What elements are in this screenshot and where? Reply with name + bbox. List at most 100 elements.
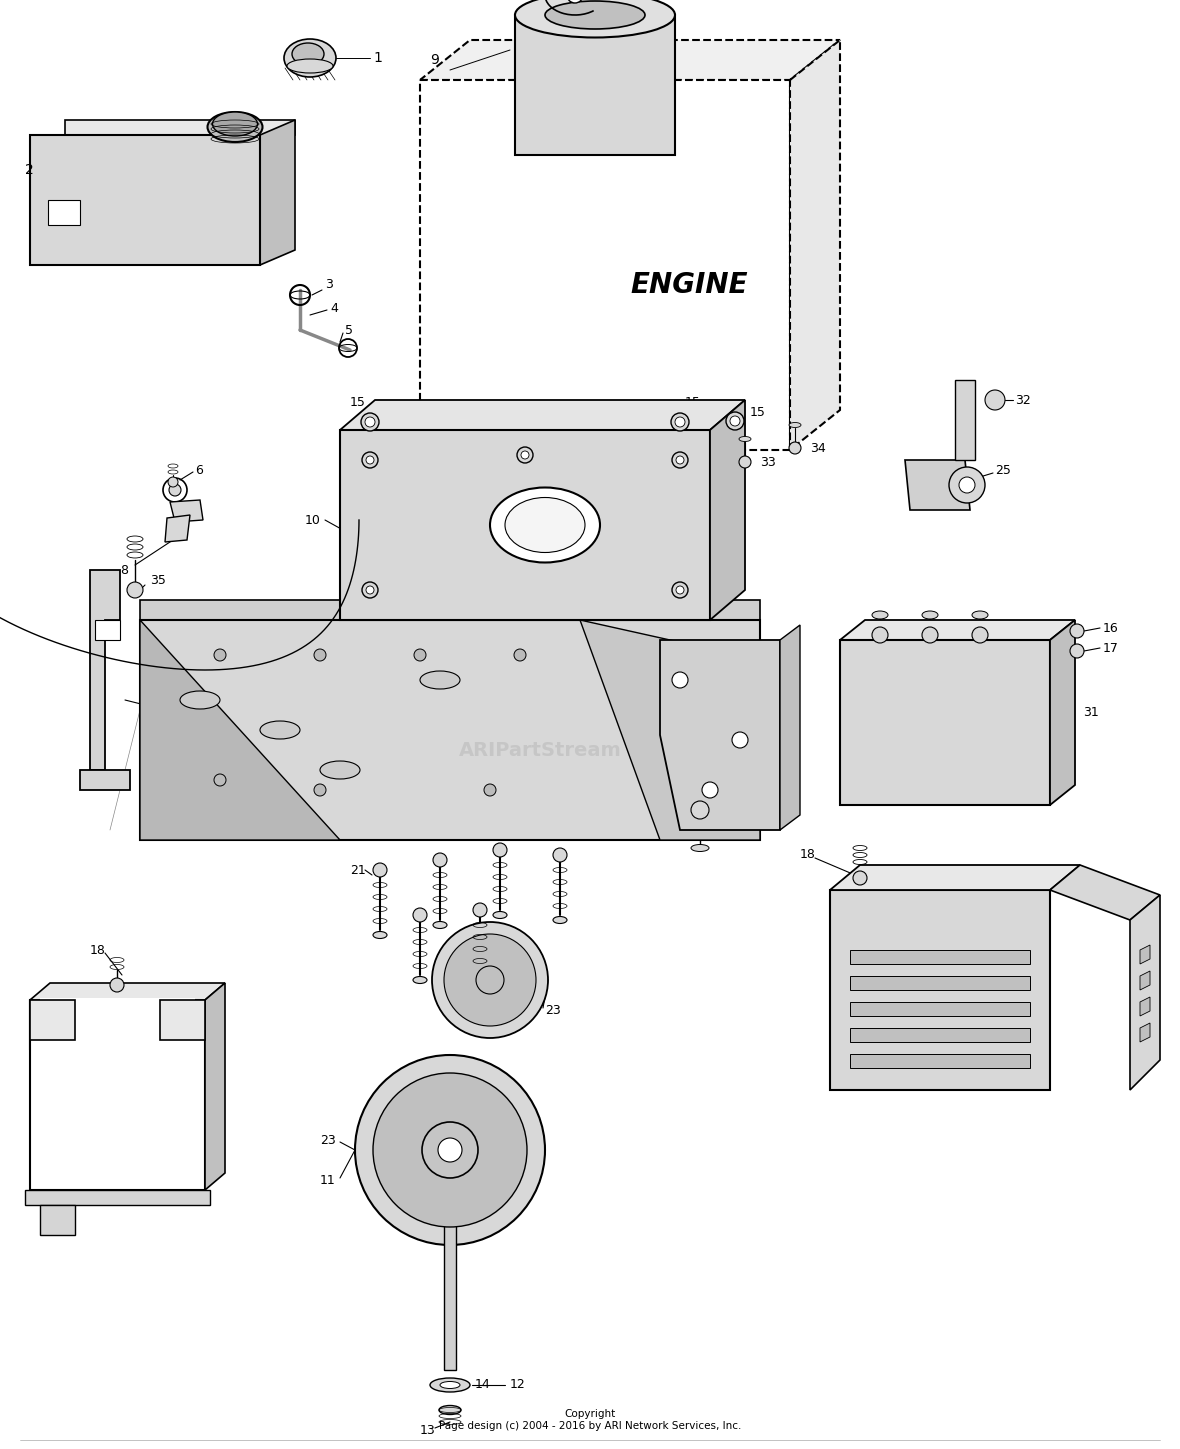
Ellipse shape — [553, 917, 568, 923]
Polygon shape — [955, 380, 975, 459]
Polygon shape — [48, 200, 80, 225]
Text: 17: 17 — [1103, 642, 1119, 655]
Ellipse shape — [505, 497, 585, 552]
Text: 25: 25 — [995, 464, 1011, 477]
Circle shape — [432, 922, 548, 1037]
Circle shape — [853, 871, 867, 885]
Circle shape — [691, 801, 709, 819]
Text: 18: 18 — [90, 943, 106, 956]
Polygon shape — [140, 600, 760, 620]
Ellipse shape — [430, 1378, 470, 1392]
Text: 24: 24 — [90, 1098, 106, 1111]
Ellipse shape — [739, 436, 750, 442]
Polygon shape — [65, 120, 295, 135]
Ellipse shape — [490, 487, 599, 562]
Circle shape — [1070, 625, 1084, 638]
Circle shape — [671, 452, 688, 468]
Polygon shape — [1140, 1023, 1150, 1042]
Circle shape — [493, 843, 507, 856]
Polygon shape — [905, 459, 970, 510]
Circle shape — [366, 456, 374, 464]
Ellipse shape — [545, 1, 645, 29]
Circle shape — [314, 784, 326, 796]
Circle shape — [362, 452, 378, 468]
Polygon shape — [205, 982, 225, 1190]
Polygon shape — [25, 1190, 210, 1206]
Ellipse shape — [972, 611, 988, 619]
Text: 13: 13 — [420, 1423, 435, 1436]
Text: 11: 11 — [320, 1174, 336, 1187]
Polygon shape — [840, 620, 1075, 640]
Ellipse shape — [260, 722, 300, 739]
Polygon shape — [96, 620, 120, 640]
Circle shape — [433, 853, 447, 867]
Circle shape — [517, 446, 533, 464]
Ellipse shape — [440, 1381, 460, 1388]
Polygon shape — [340, 400, 745, 430]
Text: 6: 6 — [195, 464, 203, 477]
Polygon shape — [420, 41, 840, 80]
Text: 35: 35 — [150, 574, 166, 587]
Circle shape — [362, 582, 378, 598]
Circle shape — [872, 627, 889, 643]
Polygon shape — [1140, 997, 1150, 1016]
Text: 33: 33 — [760, 455, 775, 468]
Polygon shape — [581, 620, 760, 840]
Text: ENGINE: ENGINE — [630, 271, 748, 298]
Polygon shape — [444, 1178, 455, 1369]
Polygon shape — [710, 400, 745, 620]
Text: 5: 5 — [345, 323, 353, 336]
Polygon shape — [850, 1027, 1030, 1042]
Ellipse shape — [291, 43, 324, 65]
Ellipse shape — [493, 911, 507, 919]
Polygon shape — [1140, 945, 1150, 964]
Polygon shape — [40, 1206, 76, 1235]
Circle shape — [972, 627, 988, 643]
Circle shape — [484, 784, 496, 796]
Polygon shape — [420, 80, 789, 451]
Polygon shape — [514, 14, 675, 155]
Text: 22: 22 — [590, 629, 605, 642]
Polygon shape — [840, 640, 1050, 806]
Circle shape — [476, 966, 504, 994]
Circle shape — [676, 456, 684, 464]
Circle shape — [789, 442, 801, 454]
Polygon shape — [170, 500, 203, 522]
Circle shape — [1070, 643, 1084, 658]
Circle shape — [553, 848, 568, 862]
Polygon shape — [850, 1003, 1030, 1016]
Text: 16: 16 — [1103, 622, 1119, 635]
Polygon shape — [1130, 895, 1160, 1090]
Polygon shape — [1050, 865, 1160, 920]
Circle shape — [214, 649, 227, 661]
Polygon shape — [160, 1000, 205, 1040]
Circle shape — [949, 467, 985, 503]
Text: 12: 12 — [510, 1378, 526, 1391]
Circle shape — [522, 451, 529, 459]
Text: 8: 8 — [120, 564, 127, 577]
Text: 1: 1 — [373, 51, 382, 65]
Ellipse shape — [284, 39, 336, 77]
Polygon shape — [850, 951, 1030, 964]
Circle shape — [168, 477, 178, 487]
Ellipse shape — [212, 112, 257, 136]
Text: 21: 21 — [490, 994, 506, 1007]
Circle shape — [514, 649, 526, 661]
Ellipse shape — [514, 0, 675, 38]
Polygon shape — [830, 865, 1080, 890]
Circle shape — [671, 582, 688, 598]
Text: 19: 19 — [625, 713, 641, 726]
Circle shape — [214, 774, 227, 785]
Polygon shape — [1050, 620, 1075, 806]
Polygon shape — [140, 620, 760, 840]
Circle shape — [366, 585, 374, 594]
Polygon shape — [1140, 971, 1150, 990]
Text: 23: 23 — [320, 1133, 336, 1146]
Ellipse shape — [181, 691, 219, 709]
Text: 15: 15 — [350, 396, 366, 409]
Ellipse shape — [373, 932, 387, 939]
Polygon shape — [260, 120, 295, 265]
Ellipse shape — [691, 845, 709, 852]
Circle shape — [730, 416, 740, 426]
Text: 4: 4 — [330, 301, 337, 314]
